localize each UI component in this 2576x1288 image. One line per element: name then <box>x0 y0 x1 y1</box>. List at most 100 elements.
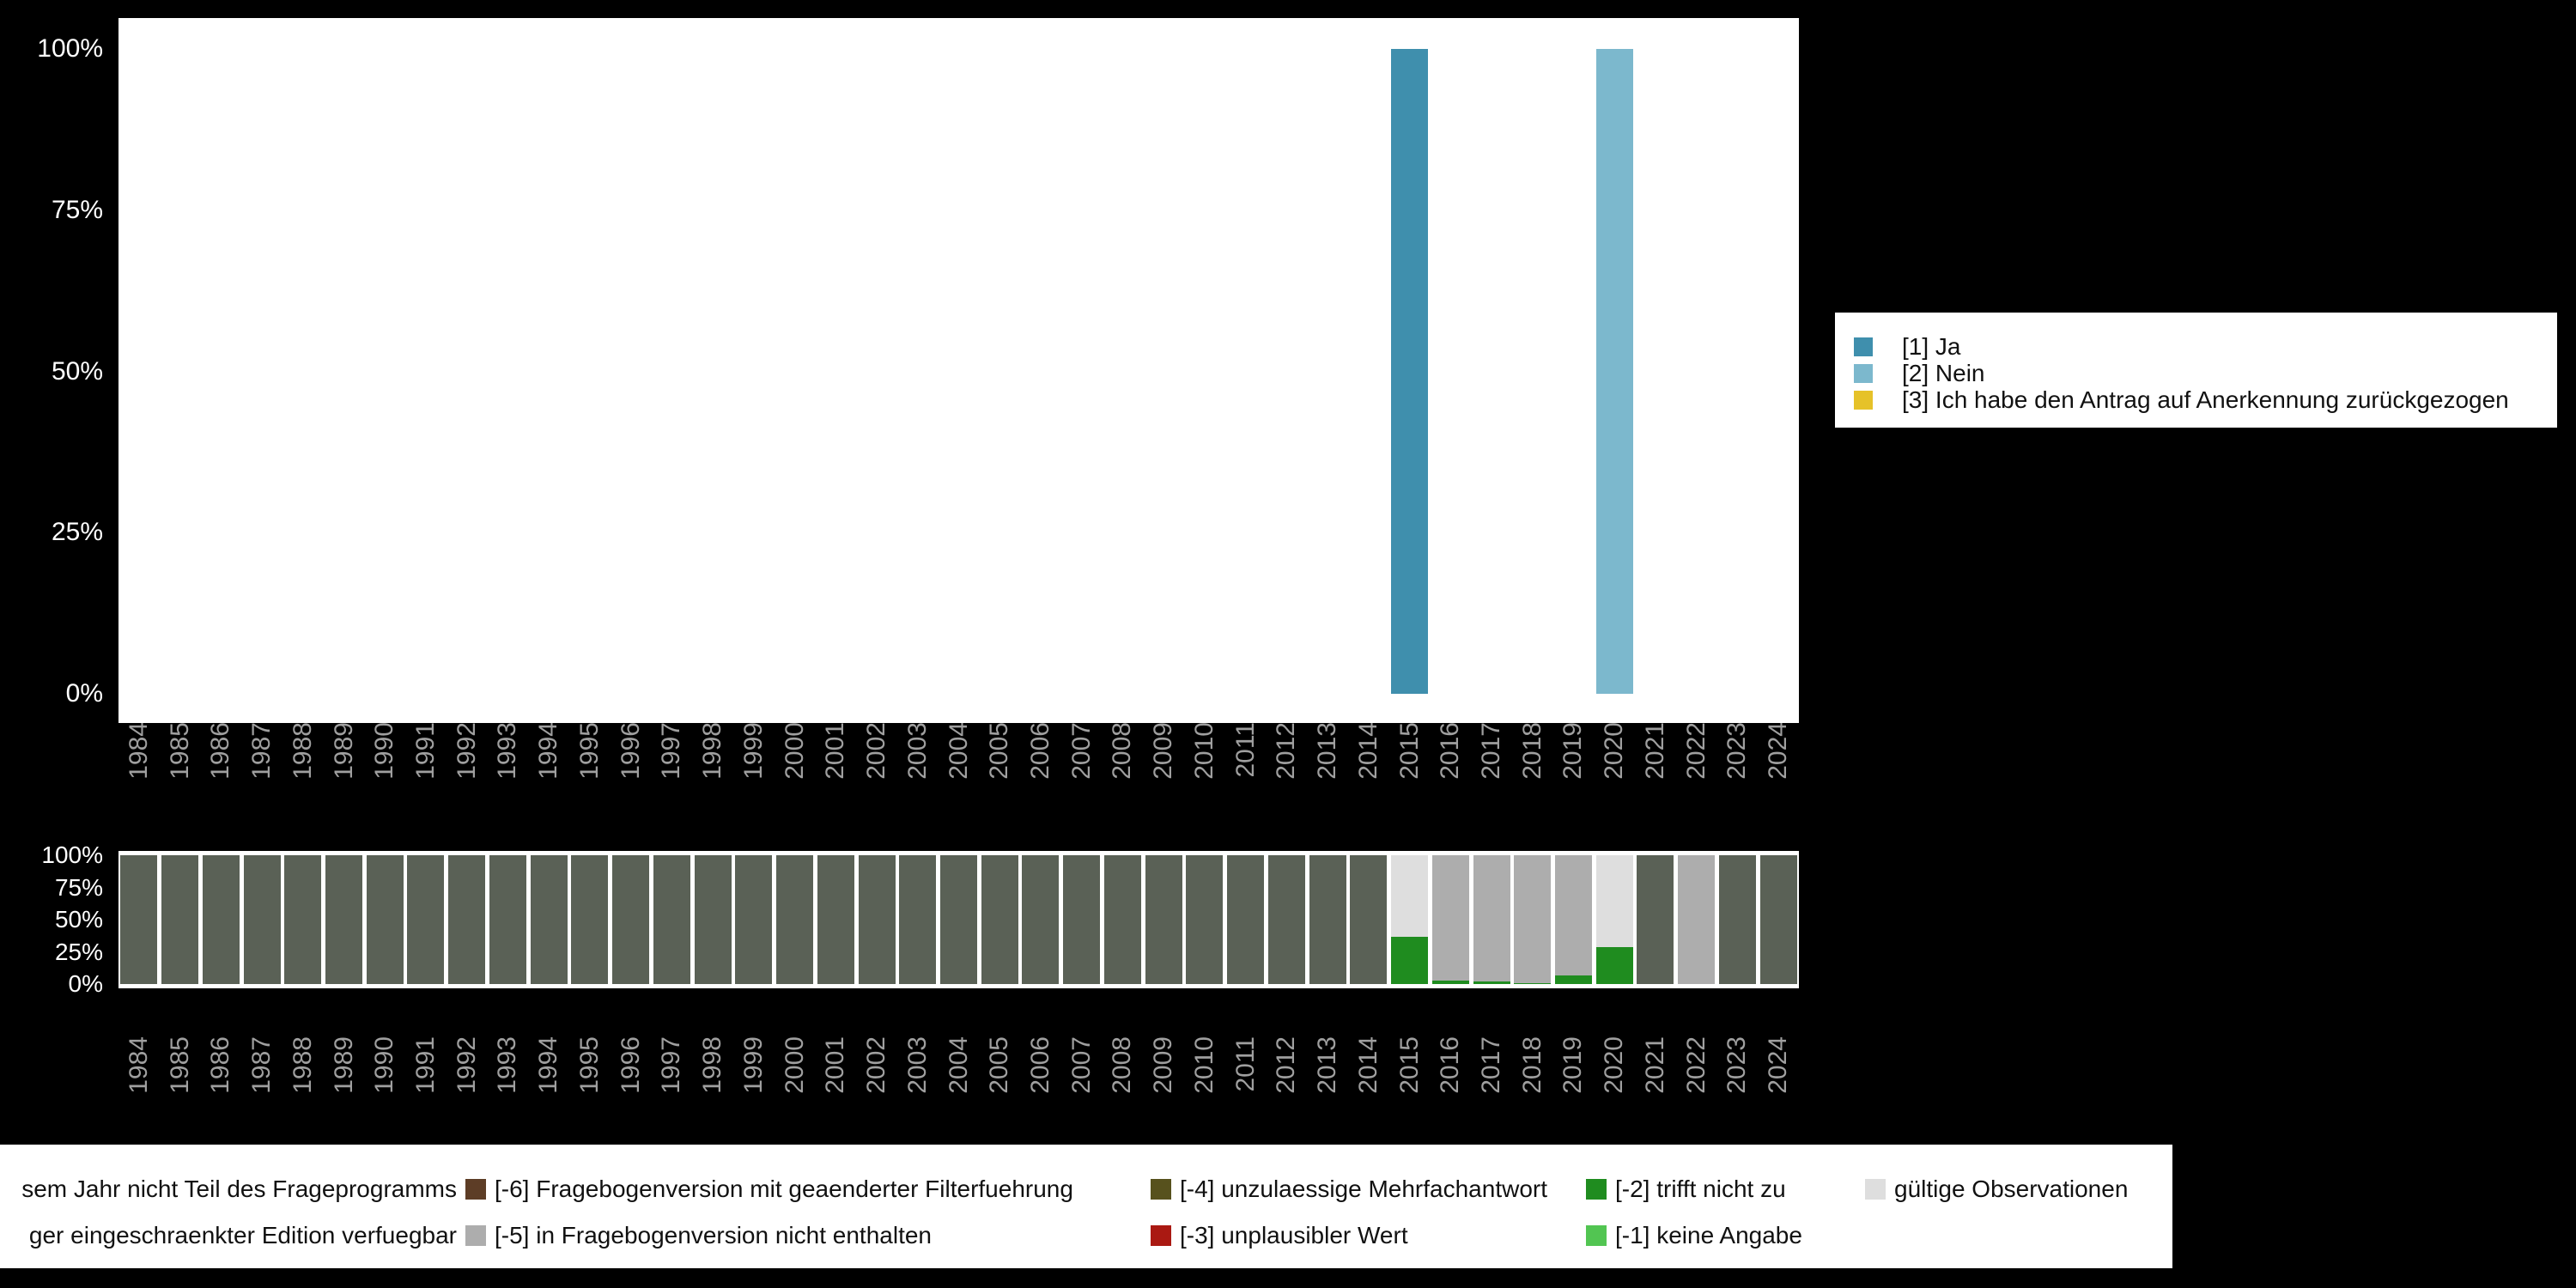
answers-x-tick-1995: 1995 <box>574 722 604 780</box>
missings-x-tick-2012: 2012 <box>1272 1036 1301 1094</box>
missing-stack-2020-m2 <box>1595 946 1633 984</box>
answers-legend: [1] Ja [2] Nein [3] Ich habe den Antrag … <box>1835 313 2557 428</box>
legend-label-m6: [-6] Fragebogenversion mit geaenderter F… <box>495 1176 1073 1202</box>
answers-y-tick-50%: 50% <box>51 356 103 386</box>
answer-bar-2015 <box>1391 49 1429 694</box>
answers-x-tick-1987: 1987 <box>247 722 276 780</box>
missings-x-tick-1992: 1992 <box>452 1036 481 1094</box>
legend-item-nein: [2] Nein <box>1854 360 2557 386</box>
missings-x-tick-1990: 1990 <box>370 1036 399 1094</box>
answers-x-tick-1991: 1991 <box>410 722 440 780</box>
answers-y-tick-100%: 100% <box>37 34 103 63</box>
answers-x-tick-2013: 2013 <box>1313 722 1342 780</box>
missing-stack-2007-m8 <box>1063 855 1101 984</box>
missing-stack-2015-m2 <box>1391 936 1429 984</box>
missings-x-tick-2005: 2005 <box>985 1036 1014 1094</box>
answers-x-tick-1988: 1988 <box>288 722 317 780</box>
answers-x-tick-2023: 2023 <box>1722 722 1752 780</box>
answers-x-tick-1999: 1999 <box>738 722 768 780</box>
valid-swatch <box>1865 1179 1886 1200</box>
missings-x-tick-1998: 1998 <box>698 1036 727 1094</box>
missing-stack-1994-m8 <box>530 855 568 984</box>
missing-stack-1993-m8 <box>489 855 526 984</box>
answers-x-tick-2011: 2011 <box>1230 722 1260 778</box>
missing-stack-2023-m8 <box>1718 855 1756 984</box>
missing-stack-2014-m8 <box>1350 855 1388 984</box>
answers-x-tick-2002: 2002 <box>862 722 891 780</box>
missing-stack-1987-m8 <box>243 855 281 984</box>
missings-x-tick-1991: 1991 <box>410 1036 440 1094</box>
missing-stack-2018-m2 <box>1514 982 1552 984</box>
answers-x-tick-1997: 1997 <box>657 722 686 780</box>
missing-stack-2012-m8 <box>1267 855 1305 984</box>
ja-swatch <box>1854 337 1873 356</box>
missings-x-tick-1996: 1996 <box>616 1036 645 1094</box>
missing-stack-2017-m5 <box>1473 855 1510 981</box>
missings-y-tick-25%: 25% <box>54 938 103 965</box>
answers-x-tick-2021: 2021 <box>1640 722 1669 780</box>
missings-x-tick-2009: 2009 <box>1149 1036 1178 1094</box>
legend-item-m5: [-5] in Fragebogenversion nicht enthalte… <box>465 1222 932 1249</box>
missing-stack-2020-valid <box>1595 855 1633 947</box>
answers-x-tick-2015: 2015 <box>1394 722 1424 780</box>
answers-x-tick-2022: 2022 <box>1681 722 1710 780</box>
missing-stack-2024-m8 <box>1759 855 1797 984</box>
missing-stack-2006-m8 <box>1022 855 1060 984</box>
missings-y-tick-50%: 50% <box>54 906 103 933</box>
missing-stack-2011-m8 <box>1227 855 1265 984</box>
legend-label-m4: [-4] unzulaessige Mehrfachantwort <box>1180 1176 1547 1202</box>
missings-x-tick-2011: 2011 <box>1230 1036 1260 1092</box>
legend-label-zurueckgezogen: [3] Ich habe den Antrag auf Anerkennung … <box>1902 386 2509 413</box>
missings-x-tick-2006: 2006 <box>1025 1036 1054 1094</box>
answers-x-tick-2005: 2005 <box>985 722 1014 780</box>
legend-label-m1: [-1] keine Angabe <box>1615 1222 1802 1249</box>
answers-chart-plot-area <box>118 18 1799 723</box>
missing-stack-2019-m5 <box>1554 855 1592 975</box>
answers-x-tick-2020: 2020 <box>1600 722 1629 780</box>
answers-x-tick-2018: 2018 <box>1517 722 1546 780</box>
zurueckgezogen-swatch <box>1854 390 1873 410</box>
missings-x-tick-2019: 2019 <box>1558 1036 1588 1094</box>
missings-x-tick-2000: 2000 <box>780 1036 809 1094</box>
missing-stack-2015-valid <box>1391 855 1429 937</box>
missing-stack-1986-m8 <box>202 855 240 984</box>
missing-stack-2003-m8 <box>899 855 937 984</box>
missings-x-tick-1986: 1986 <box>206 1036 235 1094</box>
answers-x-tick-1992: 1992 <box>452 722 481 780</box>
missings-y-tick-100%: 100% <box>41 841 103 868</box>
missing-stack-1999-m8 <box>735 855 773 984</box>
missings-x-tick-1995: 1995 <box>574 1036 604 1094</box>
answers-x-tick-1989: 1989 <box>329 722 358 780</box>
missings-x-tick-1994: 1994 <box>534 1036 563 1094</box>
legend-label-m2: [-2] trifft nicht zu <box>1615 1176 1786 1202</box>
missing-stack-2021-m8 <box>1637 855 1674 984</box>
missings-x-tick-2002: 2002 <box>862 1036 891 1094</box>
missing-stack-2000-m8 <box>776 855 814 984</box>
missing-stack-2002-m8 <box>858 855 896 984</box>
missing-stack-1985-m8 <box>161 855 199 984</box>
answers-x-tick-1990: 1990 <box>370 722 399 780</box>
answers-x-tick-2006: 2006 <box>1025 722 1054 780</box>
missing-stack-1998-m8 <box>694 855 732 984</box>
answers-x-tick-1985: 1985 <box>165 722 194 780</box>
legend-item-m4: [-4] unzulaessige Mehrfachantwort <box>1151 1176 1547 1203</box>
answer-bar-2020 <box>1595 49 1633 694</box>
missings-x-tick-2016: 2016 <box>1436 1036 1465 1094</box>
answers-y-tick-25%: 25% <box>51 518 103 547</box>
missings-x-tick-1984: 1984 <box>124 1036 153 1094</box>
answers-x-tick-1998: 1998 <box>698 722 727 780</box>
missing-stack-2010-m8 <box>1186 855 1224 984</box>
answers-x-tick-1986: 1986 <box>206 722 235 780</box>
answers-x-tick-2008: 2008 <box>1108 722 1137 780</box>
answers-x-tick-2014: 2014 <box>1353 722 1382 780</box>
missings-x-tick-2020: 2020 <box>1600 1036 1629 1094</box>
missings-x-tick-2018: 2018 <box>1517 1036 1546 1094</box>
missings-x-tick-1989: 1989 <box>329 1036 358 1094</box>
missings-x-tick-2007: 2007 <box>1066 1036 1096 1094</box>
missing-stack-1995-m8 <box>571 855 609 984</box>
m1-swatch <box>1586 1225 1607 1246</box>
missing-stack-1992-m8 <box>448 855 486 984</box>
missings-x-tick-2001: 2001 <box>821 1036 850 1094</box>
missing-stack-1996-m8 <box>612 855 650 984</box>
answers-x-tick-2003: 2003 <box>902 722 932 780</box>
